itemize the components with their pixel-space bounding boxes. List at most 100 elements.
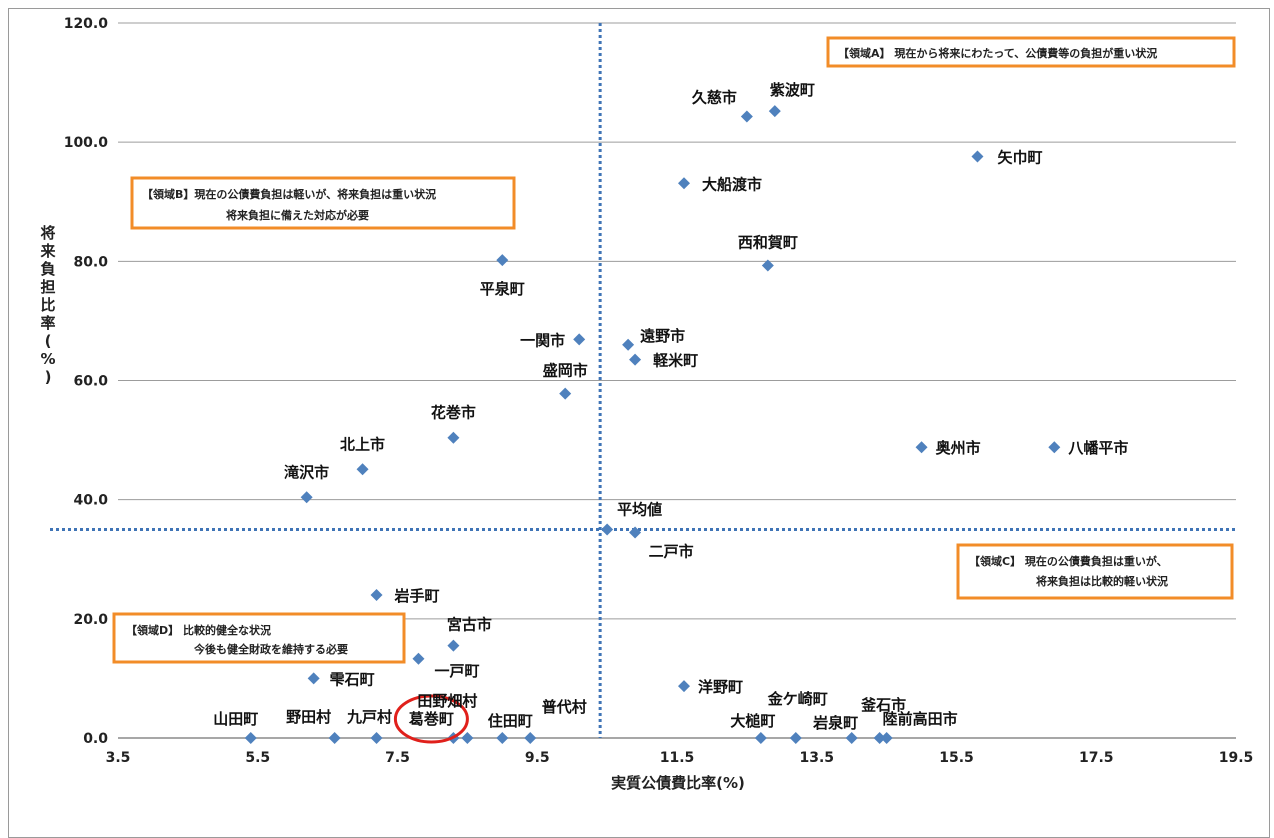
point-label: 釜石市 [860, 696, 906, 714]
point-label: 山田町 [213, 710, 258, 728]
point-label: 宮古市 [447, 616, 492, 634]
x-tick-label: 15.5 [939, 750, 974, 766]
point-label: 岩泉町 [812, 714, 858, 732]
point-label: 花巻市 [431, 404, 476, 422]
point-label: 葛巻町 [408, 710, 454, 728]
data-point [496, 732, 509, 744]
region-text: 将来負担に備えた対応が必要 [226, 208, 369, 222]
data-point [244, 732, 257, 744]
reference-lines [50, 23, 1236, 738]
data-point [356, 463, 369, 476]
point-label: 軽米町 [653, 352, 698, 370]
data-point [328, 732, 341, 744]
point-label: 一戸町 [434, 662, 479, 680]
region-text: 【領域D】 比較的健全な状況 [126, 623, 271, 637]
point-label: 大船渡市 [702, 175, 762, 193]
y-tick-label: 80.0 [73, 254, 108, 270]
data-point [629, 353, 642, 366]
y-axis-title-char: % [40, 350, 55, 368]
point-label: 大槌町 [730, 712, 775, 730]
region-text: 将来負担は比較的軽い状況 [1036, 574, 1168, 588]
y-axis-title-char: 負 [40, 260, 55, 278]
region-box [130, 176, 516, 230]
point-label: 岩手町 [394, 587, 440, 605]
data-points [244, 105, 1061, 744]
data-point [1048, 441, 1061, 454]
region-box [956, 543, 1234, 600]
point-label: 久慈市 [692, 89, 737, 107]
point-label: 奥州市 [936, 439, 981, 457]
data-point [559, 387, 572, 400]
data-point [461, 732, 474, 744]
region-box [112, 612, 406, 664]
region-box [826, 36, 1236, 68]
data-point [761, 259, 774, 272]
region-annotations: 【領域A】 現在から将来にわたって、公債費等の負担が重い状況【領域B】現在の公債… [112, 36, 1236, 664]
x-tick-label: 7.5 [385, 750, 410, 766]
tick-labels: 0.0 20.0 40.0 60.0 80.0 100.0 120.0 3.5 5.5 7.5 9.… [64, 16, 1254, 766]
x-tick-label: 5.5 [245, 750, 270, 766]
point-label: 平均値 [617, 500, 662, 518]
data-point [573, 333, 586, 346]
y-tick-label: 120.0 [64, 16, 109, 32]
point-label: 紫波町 [770, 81, 815, 99]
data-point [307, 672, 320, 685]
x-tick-label: 13.5 [799, 750, 834, 766]
point-label: 洋野町 [698, 678, 743, 696]
point-label: 盛岡市 [543, 362, 588, 380]
point-label: 平泉町 [480, 280, 525, 298]
data-point [622, 338, 635, 351]
x-tick-label: 3.5 [106, 750, 131, 766]
point-label: 陸前高田市 [883, 710, 958, 728]
y-axis-title: 将来負担比率(%) [39, 224, 56, 386]
x-tick-label: 19.5 [1219, 750, 1254, 766]
region-text: 【領域A】 現在から将来にわたって、公債費等の負担が重い状況 [838, 46, 1157, 60]
data-point [524, 732, 537, 744]
data-point [754, 732, 767, 744]
data-point [971, 150, 984, 163]
point-label: 野田村 [286, 708, 331, 726]
x-tick-label: 11.5 [660, 750, 695, 766]
y-tick-label: 0.0 [83, 731, 108, 747]
data-point [370, 732, 383, 744]
data-point [370, 589, 383, 601]
y-tick-label: 40.0 [73, 493, 108, 509]
y-axis-title-char: 来 [39, 242, 56, 260]
x-axis-title: 実質公債費比率(%) [611, 774, 745, 792]
data-point [789, 732, 802, 744]
data-point [447, 431, 460, 444]
point-label: 普代村 [542, 698, 587, 716]
y-tick-label: 60.0 [73, 374, 108, 390]
data-point [740, 110, 753, 123]
y-axis-title-char: 将 [40, 224, 55, 242]
data-point [496, 254, 509, 267]
data-point [915, 441, 928, 454]
data-point [677, 177, 690, 190]
point-label: 住田町 [488, 712, 533, 730]
point-label: 滝沢市 [284, 463, 329, 481]
point-label: 九戸村 [346, 708, 392, 726]
data-point [412, 652, 425, 665]
data-point [447, 639, 460, 652]
point-label: 田野畑村 [417, 692, 477, 710]
y-axis-title-char: ) [45, 368, 52, 386]
data-point [768, 105, 781, 118]
point-label: 遠野市 [640, 327, 685, 345]
y-axis-title-char: 率 [40, 314, 55, 332]
point-label: 北上市 [340, 435, 385, 453]
y-axis-title-char: 担 [40, 278, 55, 296]
point-label: 雫石町 [330, 670, 375, 688]
point-label: 一関市 [520, 331, 565, 349]
data-point [300, 491, 313, 504]
point-label: 金ケ崎町 [767, 690, 828, 708]
region-text: 今後も健全財政を維持する必要 [193, 642, 348, 656]
point-label: 西和賀町 [738, 234, 798, 252]
data-point [873, 732, 886, 744]
point-label: 二戸市 [649, 542, 694, 560]
region-text: 【領域C】 現在の公債費負担は重いが、 [969, 554, 1168, 568]
x-tick-label: 17.5 [1079, 750, 1114, 766]
data-point [601, 523, 614, 536]
highlight-circle [393, 694, 469, 744]
